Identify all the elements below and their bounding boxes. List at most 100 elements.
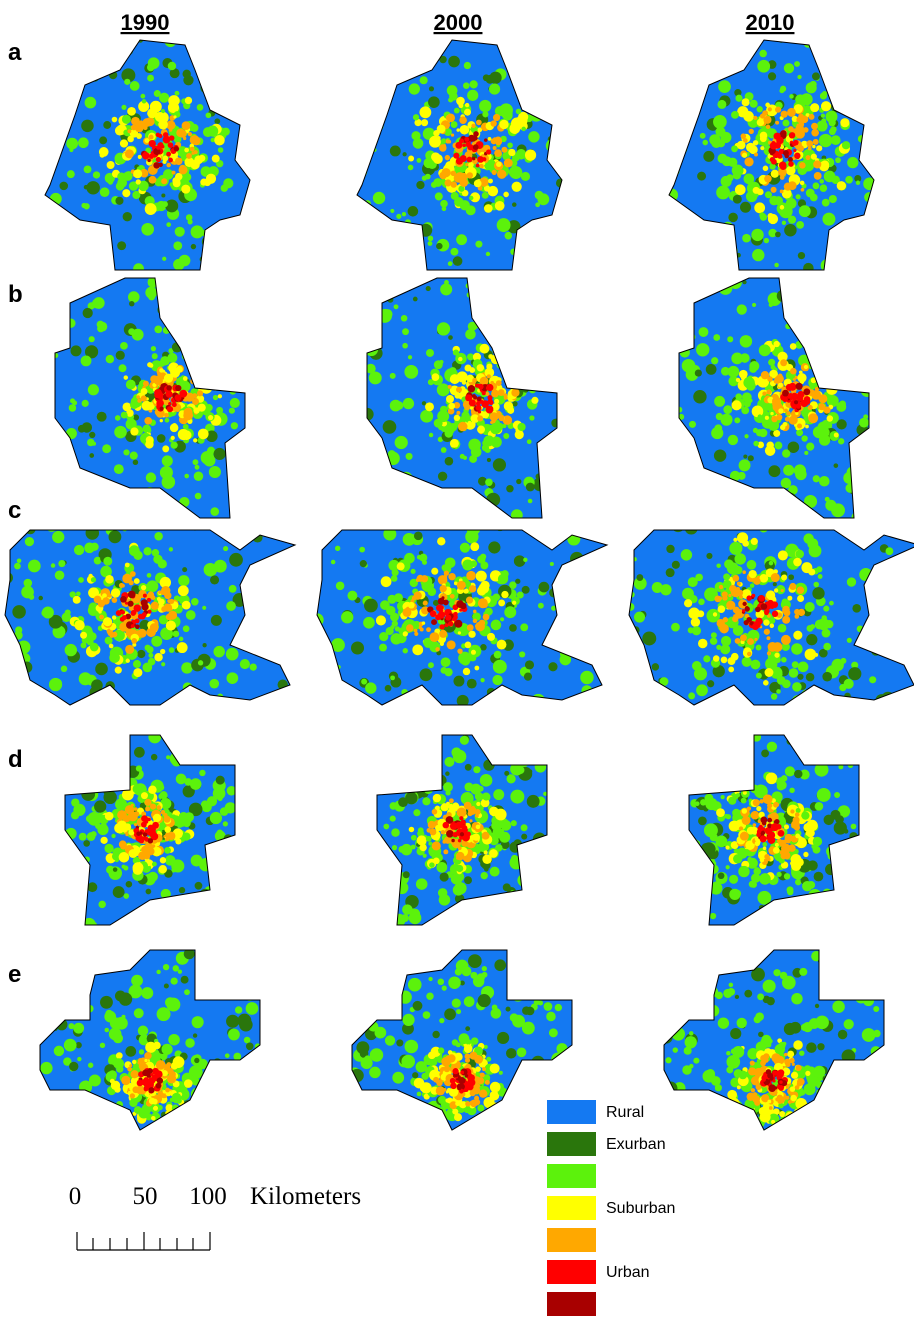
land-patch xyxy=(143,547,151,555)
land-patch xyxy=(229,553,243,567)
land-patch xyxy=(780,425,785,430)
land-patch xyxy=(163,502,173,512)
land-patch xyxy=(164,374,173,383)
land-patch xyxy=(191,598,199,606)
land-patch xyxy=(220,47,229,56)
land-patch xyxy=(470,407,473,410)
land-patch xyxy=(851,512,861,522)
land-patch xyxy=(465,530,478,543)
land-patch xyxy=(492,287,503,298)
land-patch xyxy=(176,1098,182,1104)
land-patch xyxy=(480,644,487,651)
land-patch xyxy=(467,624,474,631)
land-patch xyxy=(456,1009,461,1014)
land-patch xyxy=(134,747,145,758)
land-patch xyxy=(482,391,486,395)
land-patch xyxy=(414,532,423,541)
land-patch xyxy=(145,138,150,143)
land-patch xyxy=(844,829,849,834)
land-patch xyxy=(815,802,824,811)
land-patch xyxy=(419,257,423,261)
land-patch xyxy=(684,263,690,269)
land-patch xyxy=(462,503,467,508)
land-patch xyxy=(736,498,743,505)
land-patch xyxy=(788,393,794,399)
land-patch xyxy=(836,879,841,884)
land-patch xyxy=(769,561,773,565)
land-patch xyxy=(785,154,789,158)
land-patch xyxy=(369,371,382,384)
land-patch xyxy=(136,765,142,771)
land-patch xyxy=(723,405,732,414)
land-patch xyxy=(25,523,36,534)
land-patch xyxy=(129,301,134,306)
land-patch xyxy=(724,559,734,569)
land-patch xyxy=(843,472,855,484)
land-patch xyxy=(509,1104,514,1109)
land-patch xyxy=(493,660,507,674)
land-patch xyxy=(515,974,528,987)
land-patch xyxy=(452,911,460,919)
land-patch xyxy=(734,553,746,565)
land-patch xyxy=(44,244,54,254)
row-label: c xyxy=(8,497,21,524)
land-patch xyxy=(435,647,439,651)
land-patch xyxy=(551,149,558,156)
land-patch xyxy=(710,637,717,644)
land-patch xyxy=(61,666,68,673)
land-patch xyxy=(104,774,113,783)
land-patch xyxy=(396,214,401,219)
land-patch xyxy=(42,249,48,255)
land-patch xyxy=(84,165,92,173)
land-patch xyxy=(733,757,746,770)
land-patch xyxy=(54,1004,67,1017)
land-patch xyxy=(776,137,784,145)
land-patch xyxy=(85,225,99,239)
land-patch xyxy=(448,56,460,68)
land-patch xyxy=(91,831,97,837)
land-patch xyxy=(421,119,428,126)
land-patch xyxy=(636,574,643,581)
land-patch xyxy=(70,998,84,1012)
land-patch xyxy=(203,730,215,742)
land-patch xyxy=(820,374,832,386)
land-patch xyxy=(778,672,783,677)
land-patch xyxy=(109,530,122,543)
land-patch xyxy=(741,407,749,415)
land-patch xyxy=(207,796,217,806)
land-patch xyxy=(549,530,554,535)
land-patch xyxy=(426,286,431,291)
land-patch xyxy=(764,629,770,635)
land-patch xyxy=(164,359,170,365)
land-patch xyxy=(714,449,726,461)
land-patch xyxy=(696,470,709,483)
land-patch xyxy=(737,304,747,314)
land-patch xyxy=(497,1110,506,1119)
land-patch xyxy=(213,646,224,657)
land-patch xyxy=(703,769,709,775)
land-patch xyxy=(201,451,215,465)
land-patch xyxy=(190,778,202,790)
land-patch xyxy=(170,286,179,295)
land-patch xyxy=(798,114,804,120)
land-patch xyxy=(79,65,90,76)
land-patch xyxy=(392,845,397,850)
scale-label: 50 xyxy=(133,1183,158,1210)
land-patch xyxy=(476,825,481,830)
land-patch xyxy=(130,1070,138,1078)
land-patch xyxy=(754,153,758,157)
land-patch xyxy=(402,152,406,156)
land-patch xyxy=(156,157,161,162)
land-patch xyxy=(690,784,698,792)
land-patch xyxy=(760,858,764,862)
land-patch xyxy=(448,335,453,340)
land-patch xyxy=(805,649,817,661)
land-patch xyxy=(791,643,802,654)
land-patch xyxy=(806,673,815,682)
land-patch xyxy=(493,114,500,121)
land-patch xyxy=(601,607,609,615)
land-patch xyxy=(467,421,472,426)
land-patch xyxy=(408,165,414,171)
land-patch xyxy=(100,837,107,844)
land-patch xyxy=(136,395,140,399)
